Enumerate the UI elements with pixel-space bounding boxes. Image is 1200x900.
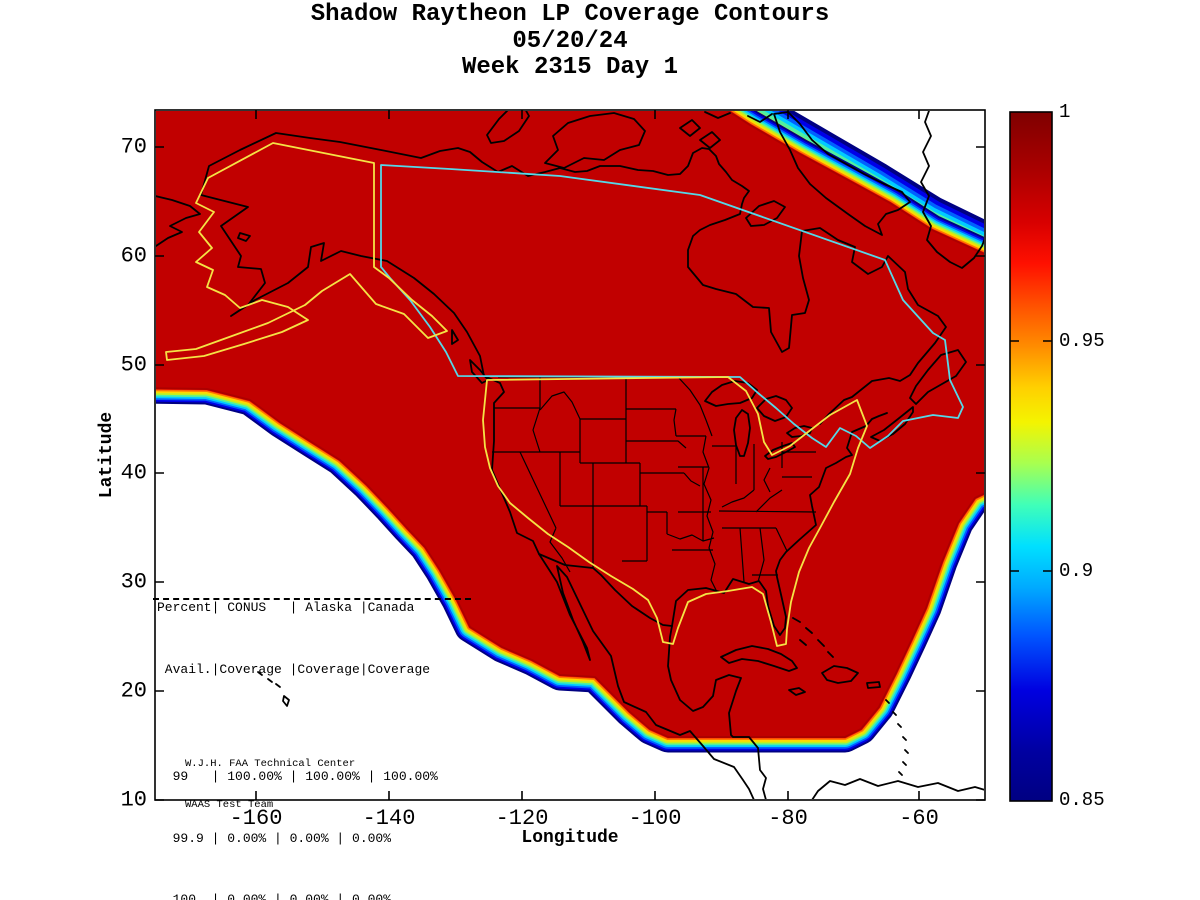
plot-date: 05/20/24 (512, 28, 628, 55)
x-tick-label: -100 (628, 806, 682, 831)
newfoundland (909, 349, 967, 405)
lake-huron (756, 395, 793, 422)
south-america-coast (811, 778, 984, 799)
arctic-islets (679, 111, 773, 149)
plot-title: Shadow Raytheon LP Coverage Contours (310, 1, 830, 28)
gulf-and-east-coast (667, 412, 888, 799)
axis-ticks (155, 110, 985, 801)
jamaica (788, 687, 806, 696)
lake-erie (764, 442, 796, 460)
colorbar-gradient (1009, 111, 1053, 802)
service-region-outlines (165, 142, 868, 647)
y-tick-label: 10 (120, 787, 147, 813)
colorbar-ticks (1010, 340, 1052, 572)
canada-boundary-outline (380, 164, 964, 449)
bahamas (792, 617, 834, 658)
coverage-table-header: Percent| CONUS | Alaska |Canada (157, 600, 415, 615)
colorbar-tick-label: 0.9 (1059, 560, 1094, 582)
colorbar (1009, 111, 1053, 802)
coastlines (156, 111, 984, 799)
victoria-island (544, 112, 646, 169)
baffin-island (773, 111, 911, 236)
hispaniola (821, 665, 859, 684)
table-dashed-separator (153, 598, 471, 600)
cuba (720, 645, 798, 672)
coverage-table: Percent| CONUS | Alaska |Canada Avail.|C… (157, 557, 438, 900)
plot-area (156, 111, 984, 799)
credit-line: W.J.H. FAA Technical Center (185, 758, 356, 770)
southampton-island (745, 200, 786, 227)
y-tick-label: 40 (120, 460, 147, 486)
x-tick-label: -80 (768, 806, 808, 831)
y-tick-label: 60 (120, 243, 147, 269)
coverage-table-row: 99 | 100.00% | 100.00% | 100.00% (157, 769, 438, 784)
chukotka-coast (156, 195, 251, 247)
y-tick-label: 70 (120, 134, 147, 160)
colorbar-tick-label: 0.95 (1059, 330, 1105, 352)
y-tick-label: 20 (120, 678, 147, 704)
colorbar-tick-label: 1 (1059, 101, 1071, 123)
lake-superior (704, 380, 758, 407)
lake-michigan (733, 409, 751, 457)
x-tick-label: -120 (495, 806, 549, 831)
banks-island (486, 111, 530, 144)
coverage-table-row: 99.9 | 0.00% | 0.00% | 0.00% (157, 830, 392, 846)
greenland-coast (920, 111, 984, 269)
lesser-antilles (885, 699, 909, 776)
credit-text: W.J.H. FAA Technical Center WAAS Test Te… (185, 731, 355, 826)
x-tick-label: -60 (899, 806, 939, 831)
plot-week-day: Week 2315 Day 1 (461, 54, 679, 81)
vancouver-island (451, 329, 489, 384)
x-axis-label: Longitude (521, 828, 619, 848)
y-tick-label: 30 (120, 569, 147, 595)
hawaii-islands (257, 671, 290, 707)
coverage-table-header: Avail.|Coverage |Coverage|Coverage (157, 661, 431, 677)
coverage-table-row: 100 | 0.00% | 0.00% | 0.00% (157, 892, 392, 900)
y-tick-label: 50 (120, 352, 147, 378)
x-tick-label: -160 (229, 806, 283, 831)
puerto-rico (866, 681, 881, 689)
arctic-north-coast (200, 132, 947, 425)
conus-boundary-outline (482, 376, 868, 647)
credit-line: WAAS Test Team (185, 798, 274, 811)
plot-frame (154, 109, 986, 801)
colorbar-tick-label: 0.85 (1059, 789, 1105, 811)
alaska-boundary-outline (165, 142, 448, 361)
x-tick-label: -140 (362, 806, 416, 831)
y-axis-label: Latitude (97, 411, 117, 499)
